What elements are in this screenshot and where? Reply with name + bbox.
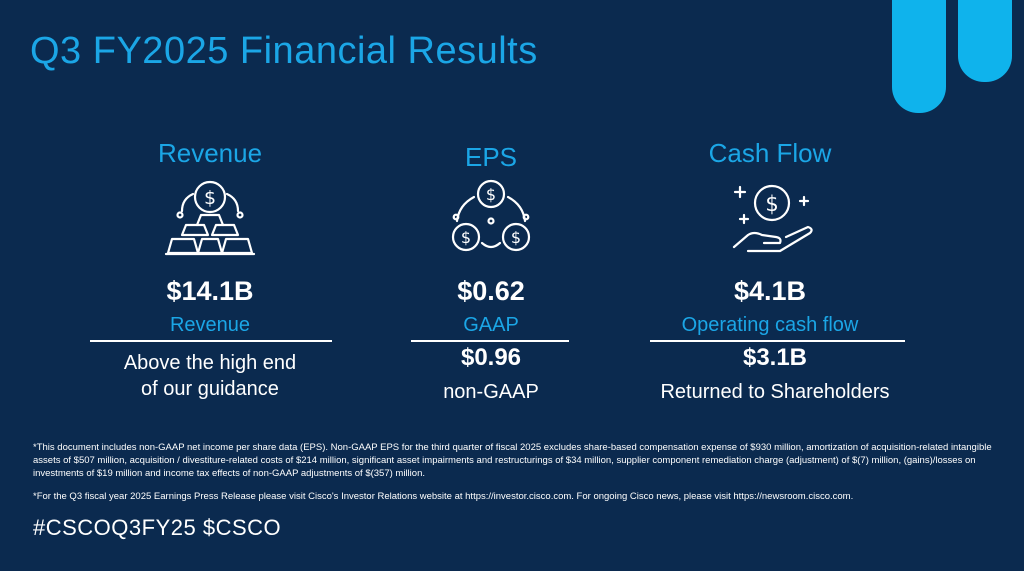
returned-value: $3.1B	[742, 344, 808, 371]
logo-bar-right	[958, 0, 1012, 82]
eps-heading: EPS	[464, 142, 518, 172]
cash-flow-value: $4.1B	[733, 276, 807, 306]
revenue-value: $14.1B	[166, 276, 254, 306]
revenue-description: Above the high end of our guidance	[85, 350, 335, 402]
revenue-description-line2: of our guidance	[141, 378, 279, 400]
revenue-divider	[90, 340, 332, 342]
footnote-press-release: *For the Q3 fiscal year 2025 Earnings Pr…	[33, 491, 854, 502]
revenue-heading: Revenue	[157, 138, 263, 168]
svg-text:$: $	[204, 187, 216, 209]
cash-flow-heading: Cash Flow	[708, 138, 832, 168]
hashtags: #CSCOQ3FY25 $CSCO	[33, 515, 282, 540]
returned-label: Returned to Shareholders	[660, 381, 890, 403]
svg-text:$: $	[765, 192, 778, 216]
footnote-eps: *This document includes non-GAAP net inc…	[33, 442, 992, 479]
eps-divider	[411, 340, 569, 342]
revenue-label: Revenue	[169, 314, 251, 336]
eps-gaap-value: $0.62	[457, 276, 525, 306]
svg-text:$: $	[511, 228, 521, 247]
page-title: Q3 FY2025 Financial Results	[30, 30, 538, 72]
cash-flow-divider	[650, 340, 905, 342]
eps-gaap-label: GAAP	[463, 314, 519, 336]
eps-non-gaap-value: $0.96	[460, 344, 522, 371]
logo-bar-left	[892, 0, 946, 113]
svg-text:$: $	[461, 228, 471, 247]
hand-coin-icon: $	[720, 177, 820, 257]
operating-cash-flow-label: Operating cash flow	[681, 314, 859, 336]
three-coins-icon: $ $ $	[441, 177, 541, 257]
eps-non-gaap-label: non-GAAP	[443, 381, 539, 403]
coin-gold-bars-icon: $	[160, 177, 260, 257]
revenue-description-line1: Above the high end	[123, 352, 297, 374]
svg-text:$: $	[486, 185, 496, 204]
